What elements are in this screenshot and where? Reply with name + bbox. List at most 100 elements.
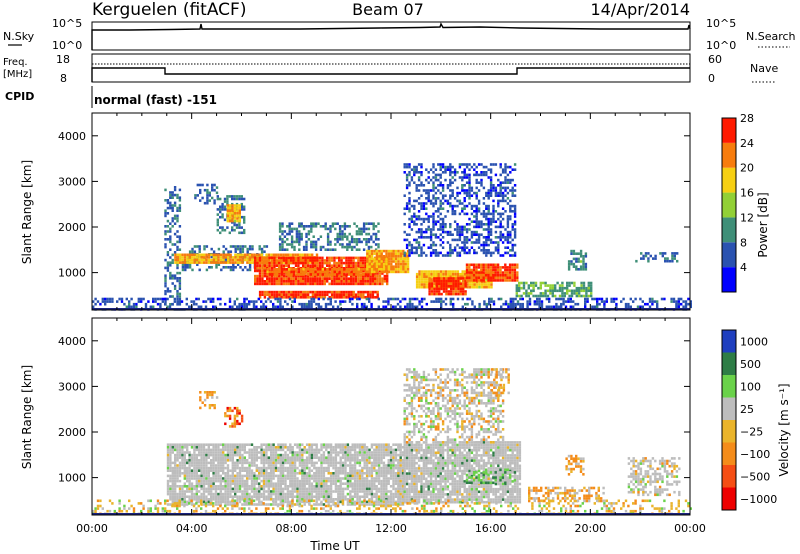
scatter-cell bbox=[234, 250, 237, 253]
scatter-cell bbox=[654, 257, 657, 260]
scatter-cell bbox=[243, 482, 246, 485]
scatter-cell bbox=[542, 292, 545, 295]
scatter-cell bbox=[582, 257, 585, 261]
scatter-cell bbox=[173, 277, 177, 280]
scatter-cell bbox=[250, 498, 254, 501]
scatter-cell bbox=[347, 256, 350, 260]
scatter-cell bbox=[360, 302, 364, 306]
scatter-cell bbox=[556, 281, 559, 285]
scatter-cell bbox=[440, 300, 443, 303]
scatter-cell bbox=[295, 235, 299, 238]
scatter-cell bbox=[338, 290, 341, 294]
scatter-cell bbox=[670, 300, 673, 303]
scatter-cell bbox=[318, 293, 322, 296]
scatter-cell bbox=[513, 168, 517, 171]
scatter-cell bbox=[384, 300, 388, 303]
scatter-cell bbox=[253, 492, 256, 496]
scatter-cell bbox=[236, 446, 239, 449]
scatter-cell bbox=[186, 485, 189, 488]
scatter-cell bbox=[386, 277, 389, 280]
scatter-cell bbox=[399, 300, 402, 303]
scatter-cell bbox=[326, 256, 329, 260]
scatter-cell bbox=[298, 232, 301, 236]
scatter-cell bbox=[268, 280, 271, 283]
scatter-cell bbox=[475, 165, 478, 169]
scatter-cell bbox=[420, 278, 424, 281]
scatter-cell bbox=[492, 207, 495, 210]
scatter-cell bbox=[238, 443, 242, 446]
scatter-cell bbox=[270, 459, 273, 462]
scatter-cell bbox=[270, 495, 273, 498]
scatter-cell bbox=[208, 199, 211, 202]
scatter-cell bbox=[477, 163, 481, 166]
scatter-cell bbox=[475, 173, 478, 177]
scatter-cell bbox=[408, 217, 411, 221]
scatter-cell bbox=[402, 262, 405, 266]
scatter-cell bbox=[539, 281, 542, 285]
scatter-cell bbox=[224, 443, 227, 446]
scatter-cell bbox=[375, 260, 379, 263]
scatter-cell bbox=[178, 300, 181, 303]
scatter-cell bbox=[241, 256, 244, 259]
scatter-cell bbox=[251, 253, 254, 257]
scatter-cell bbox=[449, 178, 452, 182]
scatter-cell bbox=[275, 253, 278, 257]
scatter-cell bbox=[207, 472, 210, 475]
scatter-cell bbox=[272, 485, 275, 488]
scatter-cell bbox=[492, 217, 495, 221]
scatter-cell bbox=[207, 477, 210, 480]
scatter-cell bbox=[423, 285, 426, 289]
scatter-cell bbox=[369, 296, 372, 299]
scatter-cell bbox=[410, 204, 414, 208]
scatter-cell bbox=[468, 184, 471, 187]
scatter-cell bbox=[651, 302, 654, 306]
scatter-cell bbox=[248, 466, 251, 470]
scatter-cell bbox=[176, 479, 179, 483]
scatter-cell bbox=[263, 267, 266, 270]
scatter-cell bbox=[279, 477, 282, 480]
scatter-cell bbox=[450, 292, 453, 296]
scatter-cell bbox=[219, 503, 222, 506]
scatter-cell bbox=[310, 305, 313, 309]
scatter-cell bbox=[281, 459, 285, 462]
scatter-cell bbox=[513, 228, 517, 231]
scatter-cell bbox=[166, 287, 170, 290]
scatter-cell bbox=[470, 268, 473, 272]
scatter-cell bbox=[288, 268, 291, 271]
scatter-cell bbox=[176, 219, 179, 223]
scatter-cell bbox=[282, 274, 286, 278]
scatter-cell bbox=[224, 302, 227, 306]
scatter-cell bbox=[582, 294, 586, 298]
scatter-cell bbox=[507, 305, 510, 309]
scatter-cell bbox=[482, 186, 486, 190]
scatter-cell bbox=[217, 261, 220, 264]
scatter-cell bbox=[252, 302, 256, 306]
scatter-cell bbox=[202, 448, 206, 452]
scatter-cell bbox=[200, 258, 203, 262]
scatter-cell bbox=[326, 290, 329, 294]
scatter-cell bbox=[330, 259, 334, 262]
scatter-cell bbox=[174, 479, 177, 483]
scatter-cell bbox=[270, 448, 273, 452]
scatter-cell bbox=[404, 262, 407, 266]
scatter-cell bbox=[513, 230, 517, 234]
scatter-cell bbox=[518, 286, 521, 290]
scatter-cell bbox=[468, 276, 471, 280]
scatter-cell bbox=[212, 477, 215, 480]
scatter-cell bbox=[405, 204, 409, 208]
scatter-cell bbox=[241, 474, 244, 478]
scatter-cell bbox=[188, 498, 191, 501]
scatter-cell bbox=[418, 280, 421, 284]
scatter-cell bbox=[207, 500, 210, 504]
scatter-cell bbox=[186, 461, 189, 465]
scatter-cell bbox=[449, 173, 452, 177]
scatter-cell bbox=[283, 268, 286, 271]
scatter-cell bbox=[357, 290, 360, 294]
scatter-cell bbox=[176, 193, 179, 197]
scatter-cell bbox=[673, 257, 676, 260]
scatter-cell bbox=[485, 280, 488, 284]
scatter-cell bbox=[516, 271, 519, 274]
scatter-cell bbox=[183, 446, 186, 449]
scatter-cell bbox=[511, 243, 514, 247]
scatter-cell bbox=[274, 451, 278, 454]
